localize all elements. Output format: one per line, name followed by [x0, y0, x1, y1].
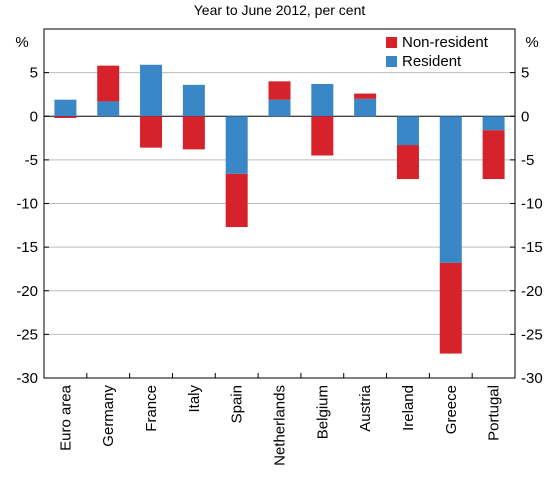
bar-resident-france [140, 64, 163, 117]
bar-non-resident-spain [225, 173, 248, 228]
y-tick-label-left: -10 [16, 196, 38, 213]
bar-non-resident-france [140, 116, 163, 148]
legend-swatch-resident [386, 56, 397, 67]
y-tick-label-left: -5 [25, 152, 38, 169]
chart-subtitle: Year to June 2012, per cent [193, 2, 366, 18]
bar-resident-spain [225, 116, 248, 174]
y-tick-label-right: -30 [521, 370, 543, 387]
y-tick-label-left: -25 [16, 326, 38, 343]
bar-non-resident-portugal [482, 130, 505, 180]
y-tick-label-left: 5 [30, 65, 38, 82]
category-label-portugal: Portugal [486, 385, 503, 441]
bar-resident-austria [354, 98, 377, 117]
y-tick-label-right: -25 [521, 326, 543, 343]
category-label-austria: Austria [357, 384, 374, 431]
bar-resident-germany [97, 101, 120, 117]
bar-non-resident-greece [439, 262, 462, 354]
category-label-france: France [143, 385, 160, 432]
category-label-italy: Italy [186, 385, 203, 413]
legend: Non-resident Resident [386, 34, 489, 70]
bar-resident-italy [182, 84, 205, 117]
bar-non-resident-italy [182, 116, 205, 150]
y-axis-unit-right: % [525, 34, 538, 51]
bar-resident-greece [439, 116, 462, 263]
category-label-germany: Germany [100, 385, 117, 447]
bar-non-resident-ireland [396, 145, 419, 180]
bar-non-resident-belgium [311, 116, 334, 156]
y-tick-label-right: -20 [521, 283, 543, 300]
y-tick-label-right: -10 [521, 196, 543, 213]
bar-non-resident-netherlands [268, 81, 291, 100]
y-axis-unit-left: % [15, 34, 28, 51]
y-tick-label-right: -15 [521, 239, 543, 256]
category-label-belgium: Belgium [314, 385, 331, 439]
bar-resident-belgium [311, 83, 334, 117]
y-tick-label-left: -20 [16, 283, 38, 300]
legend-swatch-non-resident [386, 37, 397, 48]
bar-non-resident-austria [354, 93, 377, 99]
bar-resident-euro-area [54, 99, 77, 117]
legend-label-resident: Resident [402, 53, 462, 70]
category-label-ireland: Ireland [400, 385, 417, 431]
category-label-euro-area: Euro area [57, 384, 74, 451]
y-tick-label-right: 0 [521, 108, 529, 125]
category-label-spain: Spain [229, 385, 246, 423]
y-tick-label-right: 5 [521, 65, 529, 82]
bar-resident-portugal [482, 116, 505, 131]
y-tick-label-left: 0 [30, 108, 38, 125]
legend-label-non-resident: Non-resident [402, 34, 489, 51]
category-label-netherlands: Netherlands [272, 385, 289, 466]
bar-non-resident-germany [97, 65, 120, 102]
bar-resident-netherlands [268, 99, 291, 117]
bar-non-resident-euro-area [54, 116, 77, 118]
bar-resident-ireland [396, 116, 419, 146]
y-tick-label-left: -15 [16, 239, 38, 256]
y-tick-label-left: -30 [16, 370, 38, 387]
category-label-greece: Greece [443, 385, 460, 434]
y-tick-label-right: -5 [521, 152, 534, 169]
